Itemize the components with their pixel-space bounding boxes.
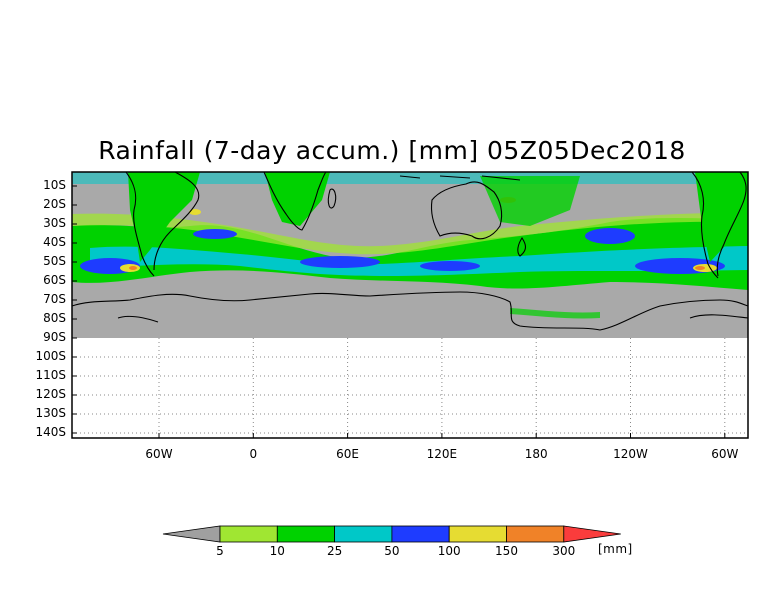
colorbar-segment [276,525,335,543]
colorbar-segment [391,525,450,543]
lon-label: 60W [145,447,173,461]
rain-core-yellow [189,209,201,215]
colorbar-level-label: 150 [495,544,518,558]
plot-border [71,171,749,439]
rain-core-orange [695,266,705,270]
antarctic-rain [510,308,600,319]
rain-core-blue [420,261,480,271]
lat-label: 40S [43,235,66,249]
colorbar-segment-high [563,525,621,543]
tropical-rain-oceania [480,176,580,226]
rain-core-blue [585,228,635,244]
lat-label: 10S [43,178,66,192]
lat-label: 130S [35,406,66,420]
colorbar-level-label: 5 [216,544,224,558]
rain-band-lightgreen [72,212,748,255]
lat-label: 140S [35,425,66,439]
lat-label: 60S [43,273,66,287]
colorbar-level-label: 25 [326,544,343,558]
rain-core-blue [300,256,380,268]
lat-label: 70S [43,292,66,306]
colorbar-segment [448,525,507,543]
rain-band-cyan [90,246,748,276]
lon-label: 60E [336,447,360,461]
colorbar-level-label: 50 [384,544,400,558]
lat-label: 100S [35,349,66,363]
colorbar-unit: [mm] [598,542,633,556]
lat-label: 80S [43,311,66,325]
lat-label: 90S [43,330,66,344]
axis-ticks [72,185,726,438]
rain-core-blue [193,229,237,239]
lat-label: 120S [35,387,66,401]
colorbar-level-label: 300 [552,544,576,558]
coastlines [71,171,749,331]
colorbar-segment [334,525,393,543]
colorbar-segment [219,525,278,543]
tropical-rain [72,172,748,184]
rain-core-orange [129,266,137,270]
colorbar-level-label: 100 [437,544,461,558]
lat-label: 30S [43,216,66,230]
lat-label: 110S [35,368,66,382]
rainfall-field [72,172,748,319]
lon-label: 180 [524,447,548,461]
tropical-rain-samerica-right [695,172,748,262]
colorbar-level-label: 10 [269,544,285,558]
tropical-rain-africa [265,172,330,226]
lon-label: 120W [613,447,648,461]
map-title: Rainfall (7-day accum.) [mm] 05Z05Dec201… [98,136,686,165]
colorbar-segment-low [162,525,221,543]
lon-label: 60W [711,447,739,461]
grid-lines [72,338,748,438]
lon-label: 0 [249,447,258,461]
lon-label: 120E [426,447,458,461]
lat-label: 20S [43,197,66,211]
colorbar-segment [506,525,565,543]
tropical-rain-samerica [128,172,200,262]
lat-label: 50S [43,254,66,268]
colorbar [162,525,621,543]
